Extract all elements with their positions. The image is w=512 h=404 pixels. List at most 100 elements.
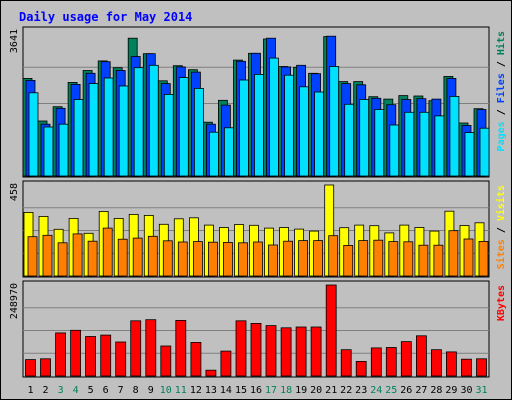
x-tick-label-day-3: 3 <box>58 385 64 396</box>
x-axis-labels: 1 2 3 4 5 6 7 8 9 10 11 12 13 14 15 16 17 18 19 20 21 22 23 24 2… <box>27 385 487 396</box>
x-tick-label-day-27: 27 <box>415 385 427 396</box>
bar-pages-day-5 <box>88 83 99 177</box>
bar-sites-day-24 <box>373 239 384 277</box>
bar-pages-day-4 <box>73 99 84 177</box>
panel-visits-ymax-label: 458 <box>9 183 20 201</box>
panel-hits: 3641 Pages / Files / Hits <box>9 26 507 178</box>
bar-sites-day-7 <box>117 238 128 277</box>
bar-sites-day-30 <box>463 238 474 277</box>
x-tick-label-day-10: 10 <box>160 385 172 396</box>
legend-separator: / <box>496 103 507 121</box>
x-tick-label-day-4: 4 <box>73 385 79 396</box>
bar-pages-day-15 <box>239 79 249 177</box>
panel-kbytes-ymax-label: 248970 <box>9 283 20 319</box>
bar-sites-day-31 <box>478 240 489 277</box>
bar-pages-day-27 <box>419 111 430 177</box>
x-tick-label-day-6: 6 <box>103 385 109 396</box>
x-tick-label-day-26: 26 <box>400 385 412 396</box>
x-tick-label-day-17: 17 <box>265 385 277 396</box>
bar-sites-day-22 <box>343 244 354 277</box>
bar-kbytes-day-18 <box>280 327 292 377</box>
x-tick-label-day-31: 31 <box>475 385 487 396</box>
legend-separator: / <box>496 221 507 239</box>
panel-hits-legend: Pages / Files / Hits <box>495 31 507 151</box>
bar-pages-day-14 <box>223 127 234 177</box>
bar-pages-day-9 <box>148 64 159 177</box>
legend-visits: Visits <box>495 185 507 221</box>
x-tick-label-day-21: 21 <box>325 385 337 396</box>
x-tick-label-day-18: 18 <box>280 385 292 396</box>
panel-hits-ymax-label: 3641 <box>9 29 20 53</box>
bar-kbytes-day-15 <box>235 320 247 377</box>
legend-pages: Pages <box>496 121 507 151</box>
bar-kbytes-day-14 <box>220 350 232 377</box>
bar-kbytes-day-6 <box>100 334 112 377</box>
chart-panels: 3641 Pages / Files / Hits 458 Sites / Visit… <box>9 26 507 378</box>
bar-pages-day-30 <box>464 132 475 177</box>
x-tick-label-day-25: 25 <box>385 385 397 396</box>
x-tick-label-day-30: 30 <box>460 385 472 396</box>
bar-sites-day-11 <box>177 241 188 277</box>
bar-pages-day-26 <box>404 111 415 177</box>
bar-sites-day-14 <box>222 241 233 277</box>
bar-pages-day-10 <box>163 94 174 177</box>
bar-sites-day-18 <box>283 240 294 277</box>
panel-kbytes-legend: KBytes <box>496 285 507 321</box>
x-tick-label-day-20: 20 <box>310 385 322 396</box>
bar-kbytes-day-24 <box>370 347 382 377</box>
bar-kbytes-day-8 <box>130 320 142 377</box>
bar-sites-day-28 <box>433 244 444 277</box>
x-tick-label-day-1: 1 <box>27 385 33 396</box>
bar-kbytes-day-29 <box>445 351 457 377</box>
x-tick-label-day-7: 7 <box>118 385 124 396</box>
x-tick-label-day-29: 29 <box>445 385 457 396</box>
bar-kbytes-day-5 <box>85 336 96 377</box>
bar-pages-day-29 <box>449 96 460 177</box>
x-tick-label-day-19: 19 <box>295 385 307 396</box>
x-tick-label-day-16: 16 <box>250 385 262 396</box>
legend-sites: Sites <box>495 239 507 269</box>
bar-kbytes-day-19 <box>295 326 307 377</box>
x-tick-label-day-2: 2 <box>42 385 48 396</box>
legend-separator: / <box>496 55 507 73</box>
x-tick-label-day-8: 8 <box>133 385 139 396</box>
bar-sites-day-16 <box>253 241 263 277</box>
bar-pages-day-18 <box>284 74 295 177</box>
bar-pages-day-8 <box>133 67 144 177</box>
bar-kbytes-day-30 <box>461 358 472 377</box>
x-tick-label-day-14: 14 <box>220 385 232 396</box>
bar-sites-day-1 <box>27 236 38 277</box>
bar-sites-day-2 <box>42 234 53 277</box>
bar-kbytes-day-1 <box>25 359 36 377</box>
bar-sites-day-23 <box>358 240 369 277</box>
bar-pages-day-16 <box>254 74 264 177</box>
bar-pages-day-17 <box>269 57 279 177</box>
bar-kbytes-day-3 <box>55 332 66 377</box>
bar-kbytes-day-22 <box>340 349 352 377</box>
bar-pages-day-1 <box>28 92 39 177</box>
legend-files: Files <box>495 73 507 103</box>
bar-kbytes-day-25 <box>385 347 397 377</box>
x-tick-label-day-15: 15 <box>235 385 247 396</box>
bar-pages-day-2 <box>43 126 54 177</box>
bar-kbytes-day-4 <box>70 329 81 377</box>
bar-kbytes-day-13 <box>205 369 217 377</box>
x-tick-label-day-11: 11 <box>175 385 187 396</box>
bar-pages-day-25 <box>389 124 400 177</box>
x-tick-label-day-23: 23 <box>355 385 367 396</box>
bar-sites-day-4 <box>72 233 83 277</box>
legend-hits: Hits <box>495 31 507 55</box>
bar-kbytes-day-31 <box>476 358 487 377</box>
legend-kbytes: KBytes <box>496 285 507 321</box>
bar-sites-day-27 <box>418 244 429 277</box>
x-tick-label-day-9: 9 <box>148 385 154 396</box>
x-tick-label-day-28: 28 <box>430 385 442 396</box>
bar-kbytes-day-20 <box>310 326 322 377</box>
bar-pages-day-20 <box>314 91 325 177</box>
bar-sites-day-13 <box>207 241 218 277</box>
x-tick-label-day-22: 22 <box>340 385 352 396</box>
bar-sites-day-15 <box>238 242 248 277</box>
bar-pages-day-24 <box>374 109 385 177</box>
bar-sites-day-25 <box>388 241 399 277</box>
bar-kbytes-day-2 <box>40 358 51 377</box>
